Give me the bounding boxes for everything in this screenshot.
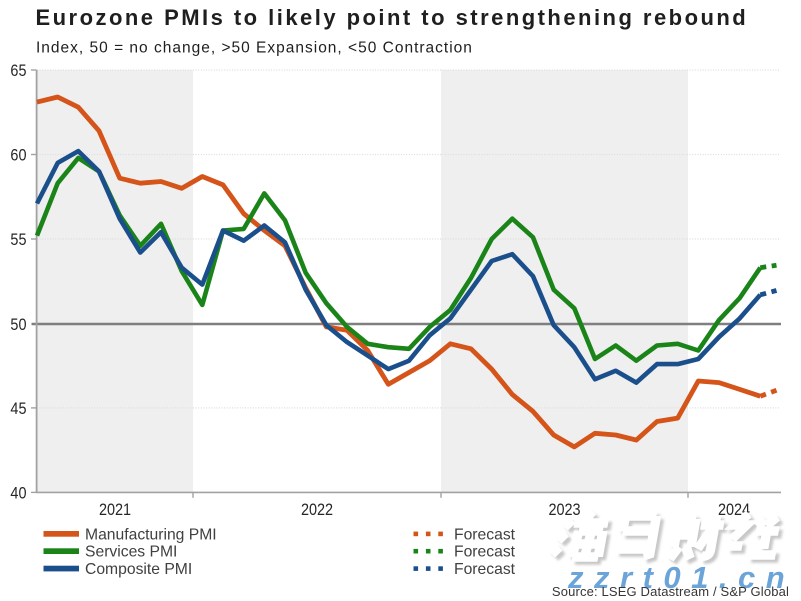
svg-text:50: 50 [10,316,26,334]
svg-text:2021: 2021 [99,501,131,519]
svg-text:2022: 2022 [301,501,333,519]
svg-text:Eurozone PMIs to likely point: Eurozone PMIs to likely point to strengt… [36,5,749,30]
svg-text:45: 45 [10,400,26,418]
svg-text:Forecast: Forecast [454,526,516,543]
svg-text:Manufacturing PMI: Manufacturing PMI [85,526,217,543]
svg-text:60: 60 [10,146,26,164]
svg-text:Source: LSEG Datastream / S&P: Source: LSEG Datastream / S&P Global [552,584,789,599]
svg-text:40: 40 [10,484,26,502]
svg-text:Forecast: Forecast [454,544,516,561]
svg-text:Services PMI: Services PMI [85,544,177,561]
svg-text:Composite PMI: Composite PMI [85,561,192,578]
svg-text:65: 65 [10,62,26,80]
svg-text:Forecast: Forecast [454,561,516,578]
svg-text:2023: 2023 [548,501,580,519]
svg-text:zzrt01.cn: zzrt01.cn [567,560,795,595]
svg-text:Index, 50 = no change, >50 Exp: Index, 50 = no change, >50 Expansion, <5… [36,39,473,56]
svg-text:55: 55 [10,231,26,249]
